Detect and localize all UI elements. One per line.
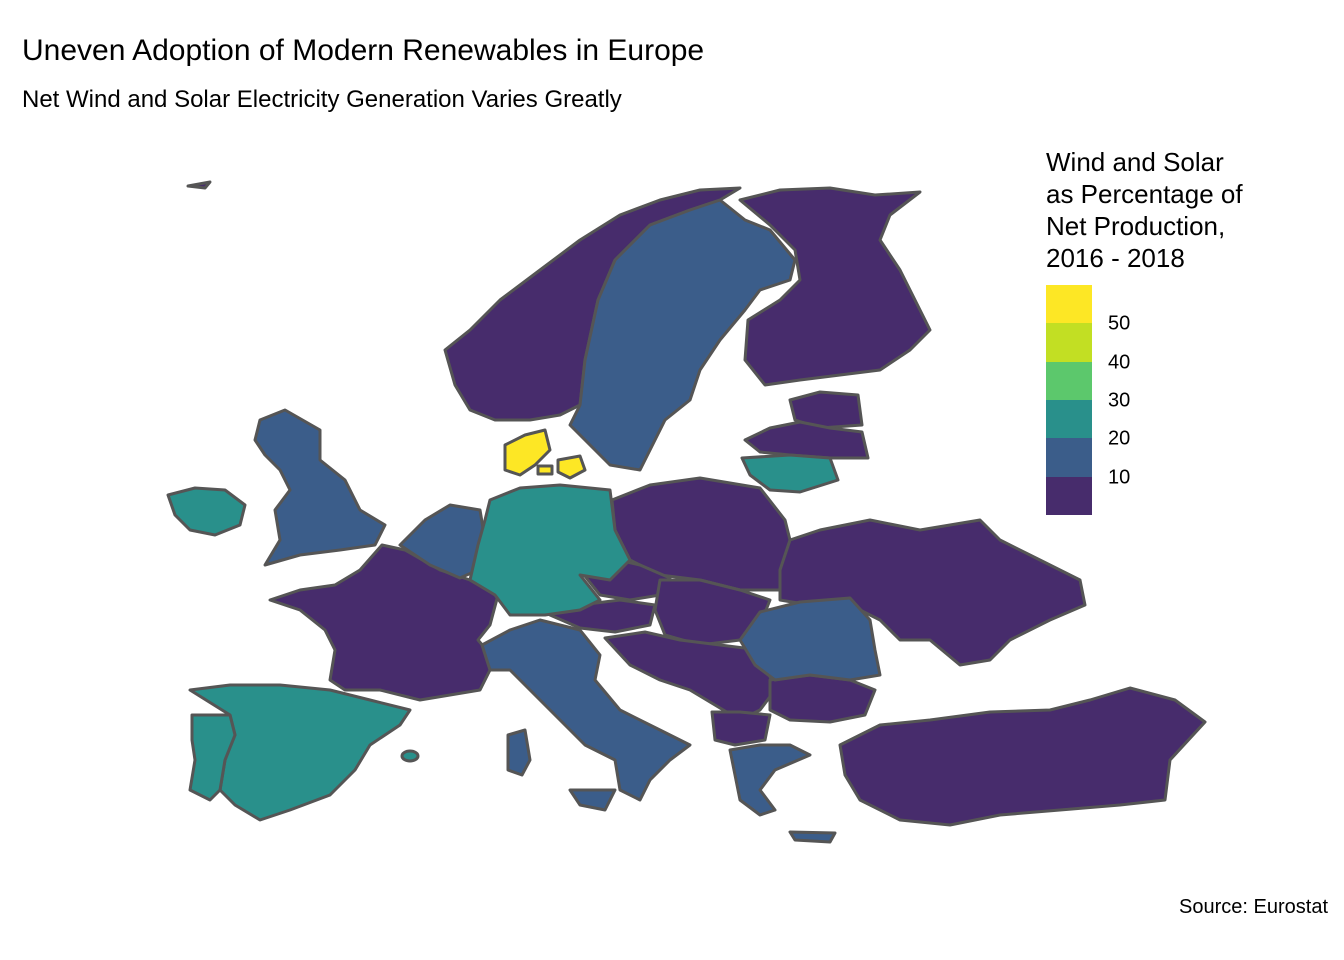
region-germany bbox=[468, 483, 632, 617]
region-iceland bbox=[186, 180, 212, 190]
region-lithuania bbox=[740, 453, 840, 494]
region-romania bbox=[738, 596, 882, 682]
source-caption: Source: Eurostat bbox=[1179, 896, 1328, 918]
region-bin-20-30 bbox=[166, 453, 840, 822]
legend-title-line: Wind and Solar bbox=[1046, 147, 1224, 177]
region-estonia bbox=[788, 390, 864, 430]
legend-bin bbox=[1046, 399, 1092, 439]
legend-title: Wind and Solar as Percentage of Net Prod… bbox=[1046, 146, 1243, 274]
region-mallorca bbox=[400, 749, 420, 763]
legend-bin bbox=[1046, 361, 1092, 400]
legend-title-line: 2016 - 2018 bbox=[1046, 243, 1185, 273]
legend-colorbar bbox=[1046, 285, 1092, 515]
region-balkans-west bbox=[603, 630, 777, 722]
region-albania-macedonia bbox=[710, 710, 772, 747]
chart-subtitle: Net Wind and Solar Electricity Generatio… bbox=[22, 86, 622, 113]
region-denmark-funen bbox=[536, 464, 554, 476]
region-uk bbox=[253, 408, 387, 567]
legend-title-line: as Percentage of bbox=[1046, 179, 1243, 209]
legend-tick-label: 40 bbox=[1108, 351, 1131, 374]
chart-title: Uneven Adoption of Modern Renewables in … bbox=[22, 34, 705, 67]
legend-tick-label: 10 bbox=[1108, 466, 1131, 489]
legend-bin bbox=[1046, 323, 1092, 362]
legend-bin bbox=[1046, 438, 1092, 477]
legend-bin bbox=[1046, 476, 1092, 515]
region-bin-0-10 bbox=[186, 180, 1207, 827]
region-denmark-zealand bbox=[556, 454, 587, 480]
region-finland bbox=[738, 186, 932, 387]
region-bulgaria bbox=[768, 673, 877, 724]
region-greece bbox=[728, 743, 812, 817]
region-crete bbox=[788, 830, 837, 844]
region-portugal bbox=[188, 713, 237, 802]
region-sardinia bbox=[506, 728, 532, 777]
region-sicily bbox=[568, 788, 617, 812]
region-ireland bbox=[166, 486, 247, 537]
region-italy bbox=[480, 618, 692, 802]
region-denmark-jutland bbox=[503, 428, 552, 477]
legend-bin bbox=[1046, 285, 1092, 324]
region-bin-50-60 bbox=[503, 428, 587, 480]
legend-tick-label: 50 bbox=[1108, 312, 1131, 335]
legend-tick-label: 20 bbox=[1108, 427, 1131, 450]
region-sweden bbox=[568, 198, 797, 472]
region-latvia bbox=[743, 420, 870, 460]
region-bin-10-20 bbox=[253, 198, 882, 844]
legend-tick-label: 30 bbox=[1108, 389, 1131, 412]
region-turkey bbox=[838, 686, 1207, 827]
legend-title-line: Net Production, bbox=[1046, 211, 1226, 241]
